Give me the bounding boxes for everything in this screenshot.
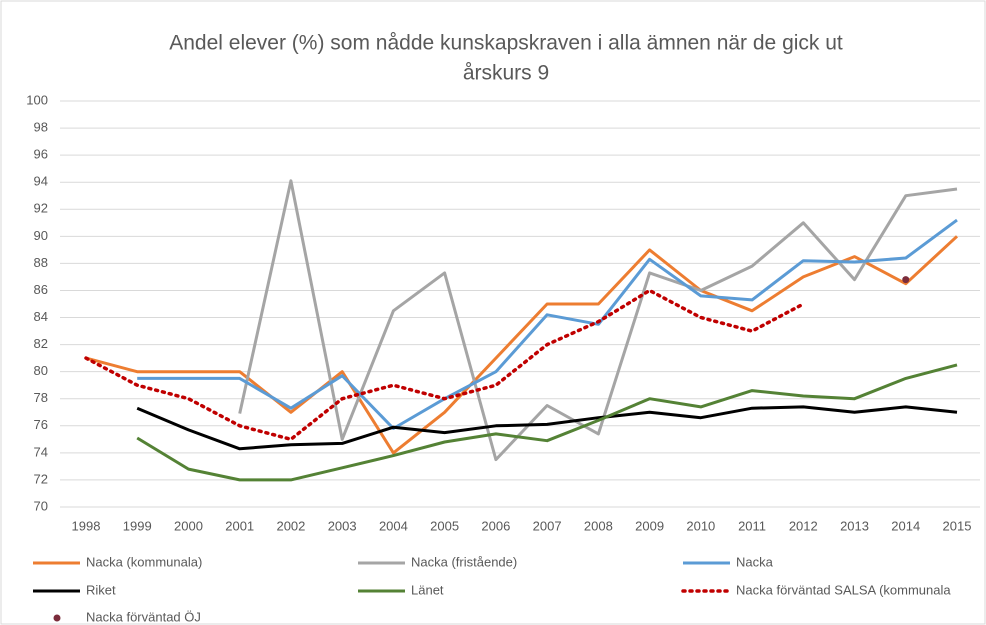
x-tick-label: 2012 [789,518,818,533]
series-line [137,218,958,430]
y-tick-label: 86 [34,282,48,297]
x-tick-label: 2002 [276,518,305,533]
y-tick-label: 72 [34,471,48,486]
y-tick-label: 96 [34,147,48,162]
x-tick-label: 2011 [738,518,766,533]
x-tick-label: 2008 [584,518,613,533]
y-tick-label: 84 [34,309,48,324]
legend-label: Nacka (fristående) [411,554,517,569]
legend-label: Nacka förväntad SALSA (kommunala [736,582,951,597]
x-tick-label: 2005 [430,518,459,533]
x-tick-label: 2007 [533,518,562,533]
legend-label: Nacka [736,554,774,569]
legend-label: Nacka (kommunala) [86,554,202,569]
y-tick-label: 94 [34,174,48,189]
series-line [85,235,959,455]
y-tick-label: 78 [34,390,48,405]
x-tick-label: 2006 [481,518,510,533]
legend-marker [53,614,61,622]
series-line [84,288,806,442]
point-marker [902,276,910,284]
x-tick-label: 2010 [686,518,715,533]
series-line [136,363,958,482]
x-tick-label: 2000 [174,518,203,533]
x-tick-label: 2009 [635,518,664,533]
y-tick-label: 88 [34,255,48,270]
y-tick-label: 70 [34,498,48,513]
x-tick-label: 2015 [943,518,972,533]
y-tick-label: 92 [34,201,48,216]
x-tick-label: 2003 [328,518,357,533]
series-line [136,405,958,451]
x-tick-label: 2004 [379,518,408,533]
legend-label: Nacka förväntad ÖJ [86,609,201,624]
y-tick-label: 76 [34,417,48,432]
legend-label: Riket [86,582,116,597]
y-tick-label: 82 [34,336,48,351]
y-tick-label: 100 [26,92,48,107]
chart-title: Andel elever (%) som nådde kunskapskrave… [169,32,843,55]
y-tick-label: 90 [34,228,48,243]
chart-title: årskurs 9 [463,62,549,85]
x-tick-label: 1998 [72,518,101,533]
x-tick-label: 1999 [123,518,152,533]
x-tick-label: 2014 [891,518,920,533]
x-tick-label: 2001 [225,518,254,533]
legend-label: Länet [411,582,444,597]
y-tick-label: 98 [34,120,48,135]
y-tick-label: 80 [34,363,48,378]
x-tick-label: 2013 [840,518,869,533]
y-tick-label: 74 [34,444,48,459]
